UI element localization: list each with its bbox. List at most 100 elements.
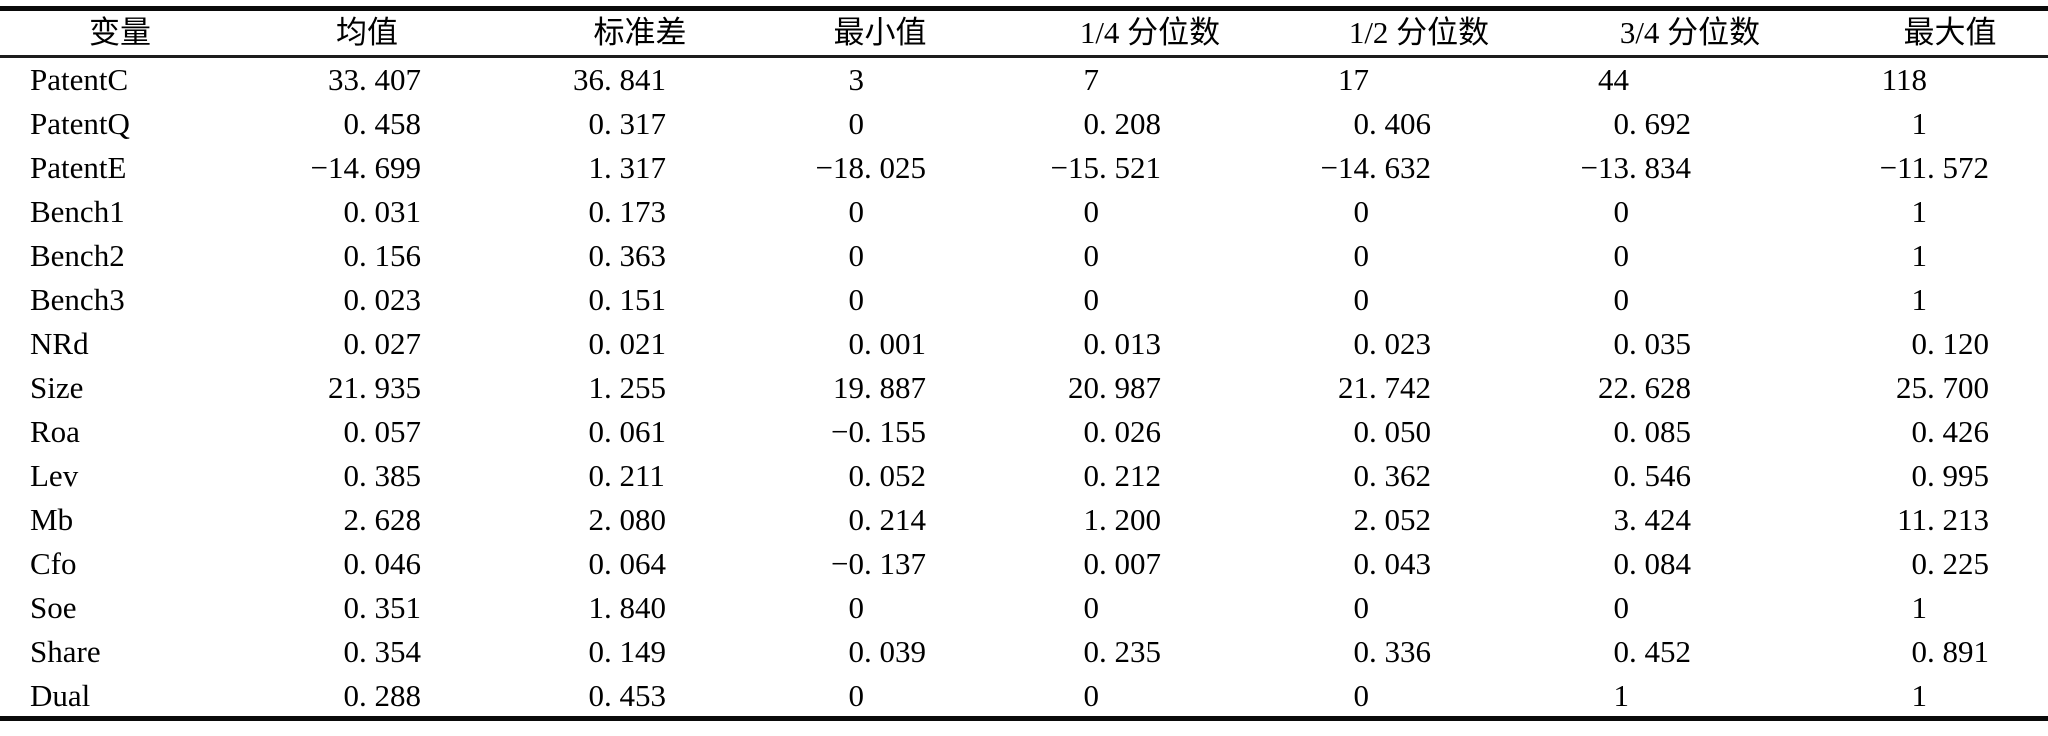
- fraction-part: [864, 194, 926, 230]
- stat-value: 0. 363: [480, 238, 725, 274]
- fraction-part: . 628: [1629, 370, 1691, 405]
- stat-value: 44: [1490, 62, 1750, 98]
- stat-value: 0: [985, 282, 1220, 318]
- integer-part: 20: [1068, 370, 1099, 405]
- fraction-part: . 385: [359, 458, 421, 493]
- stat-value: 0. 214: [725, 502, 985, 538]
- fraction-part: . 453: [604, 678, 666, 713]
- stat-value: 0: [985, 238, 1220, 274]
- integer-part: 0: [1083, 546, 1100, 581]
- fraction-part: [1369, 194, 1431, 230]
- fraction-part: . 173: [604, 194, 666, 229]
- fraction-part: . 699: [359, 150, 421, 185]
- variable-name: NRd: [30, 326, 89, 361]
- fraction-part: . 336: [1369, 634, 1431, 669]
- fraction-part: . 987: [1099, 370, 1161, 405]
- fraction-part: [864, 106, 926, 142]
- integer-part: 0: [848, 106, 865, 141]
- fraction-part: . 632: [1369, 150, 1431, 185]
- fraction-part: [1629, 238, 1691, 274]
- fraction-part: . 840: [604, 590, 666, 625]
- fraction-part: . 026: [1099, 414, 1161, 449]
- integer-part: 0: [1083, 194, 1100, 229]
- integer-part: 0: [1613, 546, 1630, 581]
- header-cell-variable: 变量: [89, 15, 151, 50]
- stat-value: 0. 149: [480, 634, 725, 670]
- stat-value: 0. 151: [480, 282, 725, 318]
- integer-part: 21: [328, 370, 359, 405]
- variable-name: Roa: [30, 414, 80, 449]
- fraction-part: . 407: [359, 62, 421, 97]
- fraction-part: . 212: [1099, 458, 1161, 493]
- fraction-part: . 521: [1099, 150, 1161, 185]
- header-cell-q3: 3/4 分位数: [1619, 15, 1761, 50]
- stat-value: 0: [725, 194, 985, 230]
- stat-value: 118: [1750, 62, 2048, 98]
- variable-name: Bench2: [30, 238, 125, 273]
- integer-part: 36: [573, 62, 604, 97]
- integer-part: 0: [1083, 238, 1100, 273]
- integer-part: −0: [831, 414, 864, 449]
- stat-value: 0. 354: [240, 634, 480, 670]
- stat-value: −0. 137: [725, 546, 985, 582]
- fraction-part: . 317: [604, 106, 666, 141]
- stat-value: −15. 521: [985, 150, 1220, 186]
- table-header-rule: [0, 55, 2048, 58]
- stat-value: 0. 288: [240, 678, 480, 714]
- integer-part: 25: [1896, 370, 1927, 405]
- integer-part: 0: [848, 326, 865, 361]
- integer-part: 0: [1353, 106, 1370, 141]
- integer-part: 0: [588, 458, 605, 493]
- fraction-part: [1099, 678, 1161, 714]
- integer-part: 0: [343, 634, 360, 669]
- fraction-part: . 406: [1369, 106, 1431, 141]
- integer-part: 1: [1083, 502, 1100, 537]
- integer-part: 0: [1083, 458, 1100, 493]
- integer-part: 0: [1083, 634, 1100, 669]
- integer-part: 1: [588, 150, 605, 185]
- stat-value: 1: [1750, 590, 2048, 626]
- table-row: Mb 2. 628 2. 080 0. 214 1. 200 2. 052 3. 424 11…: [0, 498, 2048, 542]
- fraction-part: [1369, 590, 1431, 626]
- fraction-part: . 052: [1369, 502, 1431, 537]
- fraction-part: [1629, 194, 1691, 230]
- integer-part: 3: [848, 62, 865, 97]
- stat-value: 0. 064: [480, 546, 725, 582]
- integer-part: 0: [1083, 326, 1100, 361]
- table-row: PatentQ 0. 458 0. 317 0 0. 208 0. 406 0. 692 1: [0, 102, 2048, 146]
- variable-name: Bench3: [30, 282, 125, 317]
- stat-value: 1: [1750, 106, 2048, 142]
- stat-value: 0. 021: [480, 326, 725, 362]
- fraction-part: . 080: [604, 502, 666, 537]
- integer-part: 44: [1598, 62, 1629, 97]
- stat-value: 0. 031: [240, 194, 480, 230]
- integer-part: 3: [1613, 502, 1630, 537]
- integer-part: 0: [588, 282, 605, 317]
- integer-part: 1: [1911, 282, 1928, 317]
- integer-part: 0: [1083, 678, 1100, 713]
- stat-value: 1. 840: [480, 590, 725, 626]
- stat-value: −0. 155: [725, 414, 985, 450]
- stat-value: 1: [1750, 678, 2048, 714]
- fraction-part: . 362: [1369, 458, 1431, 493]
- integer-part: 11: [1897, 502, 1927, 537]
- integer-part: 17: [1338, 62, 1369, 97]
- variable-name: Bench1: [30, 194, 125, 229]
- integer-part: 0: [1613, 634, 1630, 669]
- fraction-part: [864, 678, 926, 714]
- stat-value: 11. 213: [1750, 502, 2048, 538]
- stat-value: 0: [1220, 678, 1490, 714]
- fraction-part: . 742: [1369, 370, 1431, 405]
- variable-name: Lev: [30, 458, 79, 493]
- stat-value: 0. 317: [480, 106, 725, 142]
- integer-part: 33: [328, 62, 359, 97]
- integer-part: 0: [1911, 458, 1928, 493]
- stat-value: 0: [1490, 194, 1750, 230]
- integer-part: 0: [1911, 546, 1928, 581]
- fraction-part: . 995: [1927, 458, 1989, 493]
- table-row: Roa 0. 057 0. 061 −0. 155 0. 026 0. 050 0. 085…: [0, 410, 2048, 454]
- stat-value: 0: [1490, 282, 1750, 318]
- stat-value: 0: [1220, 194, 1490, 230]
- stat-value: 0. 013: [985, 326, 1220, 362]
